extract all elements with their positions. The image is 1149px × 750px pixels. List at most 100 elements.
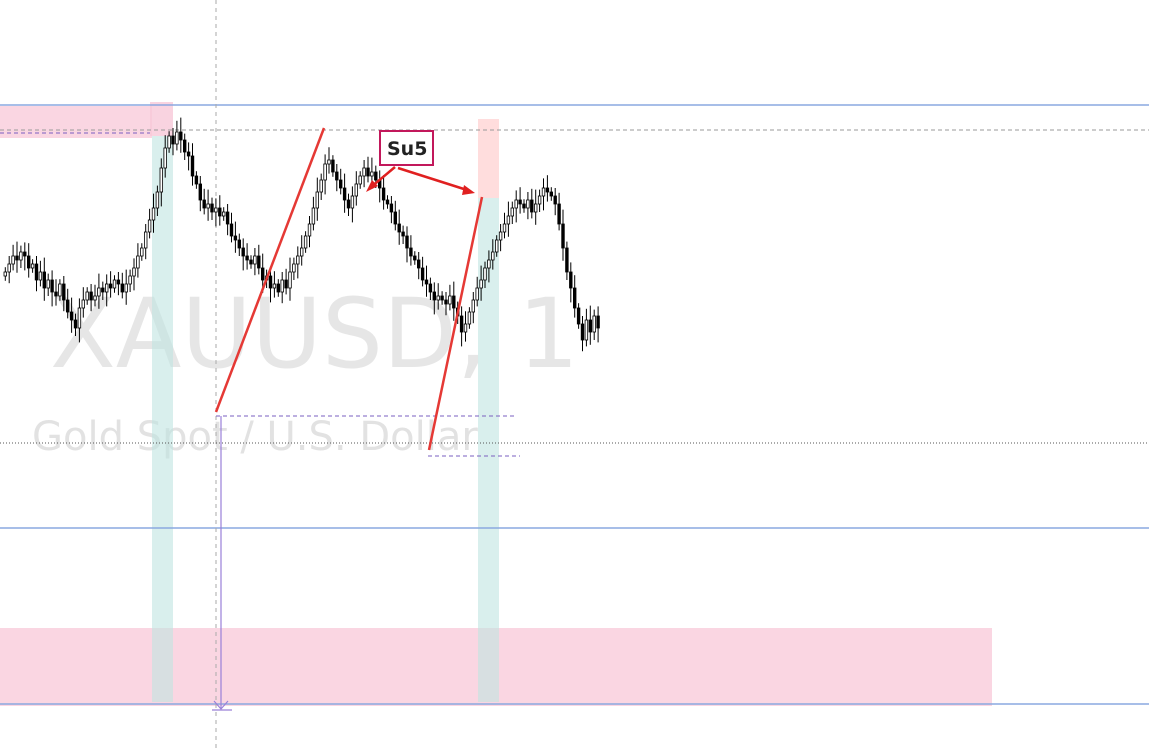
- candle-body: [444, 299, 448, 305]
- candle-body: [459, 315, 464, 333]
- candle-body: [284, 279, 288, 289]
- candle-body: [370, 171, 374, 177]
- candle-body: [108, 283, 113, 289]
- candle-body: [537, 195, 542, 205]
- candle-body: [175, 131, 179, 145]
- candle-body: [569, 271, 573, 289]
- candle-body: [432, 291, 436, 301]
- candle-body: [132, 267, 136, 277]
- candle-body: [448, 295, 452, 305]
- candle-body: [260, 267, 265, 281]
- candle-body: [545, 187, 550, 193]
- candle-body: [34, 263, 39, 281]
- candle-body: [526, 199, 530, 209]
- candle-body: [381, 187, 386, 201]
- candle-body: [245, 255, 249, 261]
- candle-body: [276, 283, 280, 293]
- salmon-zone-left[interactable]: [150, 102, 173, 136]
- candle-body: [428, 283, 433, 293]
- candle-body: [338, 179, 343, 189]
- candle-body: [249, 259, 253, 265]
- candle-body: [436, 295, 440, 301]
- candle-body: [93, 295, 97, 301]
- teal-column-left[interactable]: [152, 136, 173, 702]
- candle-body: [218, 207, 222, 217]
- candle-body: [210, 203, 214, 213]
- candle-body: [471, 299, 475, 313]
- candle-body: [362, 167, 366, 177]
- su5-arrow-right[interactable]: [397, 166, 468, 192]
- candle-body: [272, 283, 277, 289]
- candle-body: [233, 235, 238, 241]
- candle-body: [303, 235, 308, 249]
- candle-body: [54, 291, 58, 297]
- teal-column-right[interactable]: [478, 198, 499, 702]
- candle-body: [23, 251, 27, 257]
- candle-body: [557, 203, 561, 225]
- candle-body: [440, 295, 444, 301]
- salmon-zone-right[interactable]: [478, 119, 499, 198]
- candle-body: [66, 299, 70, 313]
- measure-arrow-head: [213, 700, 229, 710]
- candle-body: [221, 211, 226, 217]
- candle-body: [413, 255, 417, 261]
- candle-body: [401, 231, 405, 237]
- candle-body: [498, 231, 503, 241]
- candle-body: [179, 131, 183, 141]
- candle-body: [588, 319, 592, 333]
- candle-body: [257, 255, 261, 269]
- candle-body: [182, 139, 187, 153]
- candle-body: [7, 263, 11, 273]
- candle-body: [596, 315, 600, 329]
- candle-body: [502, 223, 507, 233]
- candle-body: [11, 255, 15, 265]
- candle-body: [530, 199, 534, 213]
- candle-body: [350, 195, 355, 209]
- candle-body: [30, 263, 35, 269]
- trend-line-2[interactable]: [427, 196, 484, 451]
- candle-body: [58, 283, 62, 297]
- candle-body: [143, 231, 148, 249]
- candle-body: [253, 255, 257, 265]
- candle-body: [206, 203, 210, 209]
- trend-line-1[interactable]: [214, 127, 326, 413]
- candle-body: [268, 275, 273, 289]
- candle-body: [346, 199, 351, 209]
- candle-body: [565, 247, 569, 273]
- candle-body: [85, 291, 89, 301]
- candle-body: [280, 279, 284, 293]
- candle-body: [409, 247, 413, 257]
- candle-body: [518, 199, 522, 205]
- candle-body: [366, 167, 370, 177]
- candle-body: [479, 279, 483, 289]
- candle-body: [573, 287, 577, 309]
- candle-body: [136, 255, 140, 269]
- candle-body: [331, 159, 335, 173]
- candle-body: [120, 283, 124, 293]
- candle-body: [171, 135, 175, 145]
- candle-body: [506, 215, 511, 225]
- candle-body: [101, 287, 105, 293]
- candle-body: [155, 191, 160, 209]
- candle-body: [487, 259, 491, 269]
- candle-body: [77, 307, 82, 329]
- candle-body: [374, 171, 378, 181]
- su5-label-box[interactable]: [379, 130, 434, 166]
- candle-body: [354, 183, 358, 197]
- candle-body: [393, 211, 397, 225]
- candle-body: [19, 251, 23, 261]
- candle-body: [416, 259, 421, 269]
- candle-body: [483, 267, 487, 281]
- candle-body: [323, 163, 327, 181]
- candle-body: [163, 147, 167, 169]
- candle-body: [397, 223, 401, 233]
- candle-body: [288, 271, 292, 289]
- candle-body: [327, 159, 331, 165]
- candle-body: [241, 247, 245, 257]
- candle-body: [534, 203, 538, 213]
- candle-body: [576, 307, 581, 325]
- candle-body: [194, 175, 199, 185]
- candle-body: [81, 299, 85, 309]
- candle-body: [420, 267, 425, 281]
